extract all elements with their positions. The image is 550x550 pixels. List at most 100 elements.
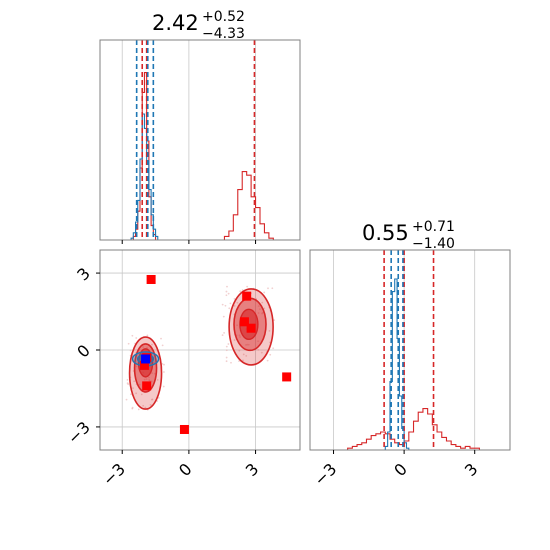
x-ticks: −3 0 3 — [310, 450, 482, 490]
sample-point — [272, 347, 275, 350]
sample-point — [153, 361, 156, 364]
sample-point — [221, 334, 224, 337]
sample-point — [225, 349, 228, 352]
sample-point — [127, 342, 130, 345]
histogram-series — [347, 408, 480, 450]
sample-point — [238, 360, 240, 363]
histogram-steps — [347, 278, 480, 450]
sample-point — [238, 334, 241, 337]
sample-point — [225, 294, 228, 297]
sample-point — [131, 334, 134, 337]
sample-point — [257, 348, 260, 351]
red-marker — [282, 372, 292, 382]
quantile-lines — [135, 40, 256, 240]
sample-point — [137, 408, 140, 411]
histogram-steps — [130, 72, 274, 240]
red-marker — [146, 274, 156, 284]
sample-point — [125, 398, 128, 401]
red-marker — [139, 360, 149, 370]
x-tick-label: −3 — [99, 459, 129, 489]
axis-ticks: −3 0 3 3 0 −3 — [64, 264, 263, 490]
blue-marker — [141, 354, 151, 364]
sample-point — [233, 305, 236, 307]
title-plus: +0.52 — [202, 9, 245, 25]
title-minus: −4.33 — [202, 26, 245, 42]
sample-point — [227, 292, 230, 295]
sample-point — [225, 360, 228, 363]
red-marker — [239, 317, 249, 327]
histogram-series — [132, 72, 157, 240]
sample-point — [246, 285, 249, 288]
sample-point — [267, 287, 269, 290]
sample-point — [247, 343, 250, 346]
x-tick-label: 0 — [390, 459, 411, 480]
red-marker — [142, 381, 152, 391]
sample-point — [143, 378, 146, 381]
sample-point — [246, 343, 249, 346]
sample-point — [239, 336, 241, 338]
sample-point — [135, 337, 138, 339]
sample-point — [260, 351, 263, 354]
marker-points — [139, 274, 292, 434]
y-tick-label: 3 — [73, 264, 94, 285]
sample-point — [131, 407, 134, 410]
sample-point — [266, 359, 269, 362]
sample-point — [239, 290, 242, 293]
title-plus: +0.71 — [412, 219, 455, 235]
sample-point — [242, 359, 244, 362]
sample-point — [150, 380, 153, 383]
sample-point — [236, 324, 239, 327]
sample-point — [163, 371, 165, 373]
quantile-lines — [383, 250, 435, 450]
sample-point — [225, 356, 228, 359]
sample-point — [138, 383, 141, 386]
sample-point — [146, 334, 149, 337]
title-minus: −1.40 — [412, 236, 455, 252]
sample-point — [156, 378, 159, 381]
sample-point — [259, 308, 261, 311]
scatter-contour-panel: −3 0 3 3 0 −3 — [64, 249, 301, 490]
red-marker — [242, 291, 252, 301]
sample-point — [162, 385, 165, 388]
red-marker — [179, 424, 189, 434]
sample-point — [153, 372, 156, 375]
hist-panel-1: 2.42 +0.52 −4.33 — [99, 9, 301, 244]
sample-point — [146, 346, 148, 349]
sample-point — [230, 361, 232, 364]
y-tick-label: 0 — [73, 341, 94, 362]
sample-point — [225, 290, 228, 293]
sample-point — [130, 393, 132, 396]
sample-point — [233, 298, 236, 300]
sample-point — [161, 344, 164, 347]
x-tick-label: 0 — [175, 459, 196, 480]
sample-point — [224, 304, 227, 307]
y-tick-label: −3 — [64, 418, 94, 448]
sample-point — [126, 378, 129, 381]
sample-point — [160, 337, 162, 340]
sample-point — [261, 312, 263, 315]
sample-point — [142, 346, 145, 348]
sample-point — [257, 305, 260, 308]
sample-point — [263, 291, 266, 294]
sample-point — [148, 379, 151, 382]
contour-regions — [125, 285, 276, 411]
hist-panel-2: −3 0 3 0.55 +0.71 −1.40 — [309, 219, 511, 490]
sample-point — [245, 344, 247, 346]
sample-point — [225, 345, 228, 348]
sample-point — [271, 287, 274, 290]
sample-point — [135, 365, 138, 368]
sample-point — [257, 312, 260, 314]
sample-point — [242, 353, 245, 356]
sample-point — [129, 349, 132, 352]
sample-point — [257, 340, 259, 343]
sample-point — [126, 382, 129, 385]
sample-point — [273, 319, 276, 322]
sample-point — [233, 339, 236, 341]
sample-point — [236, 301, 239, 304]
red-marker — [246, 323, 256, 333]
sample-point — [261, 301, 264, 304]
sample-point — [132, 387, 134, 390]
x-tick-label: −3 — [310, 459, 340, 489]
histogram-series — [223, 171, 274, 240]
sample-point — [268, 329, 271, 332]
